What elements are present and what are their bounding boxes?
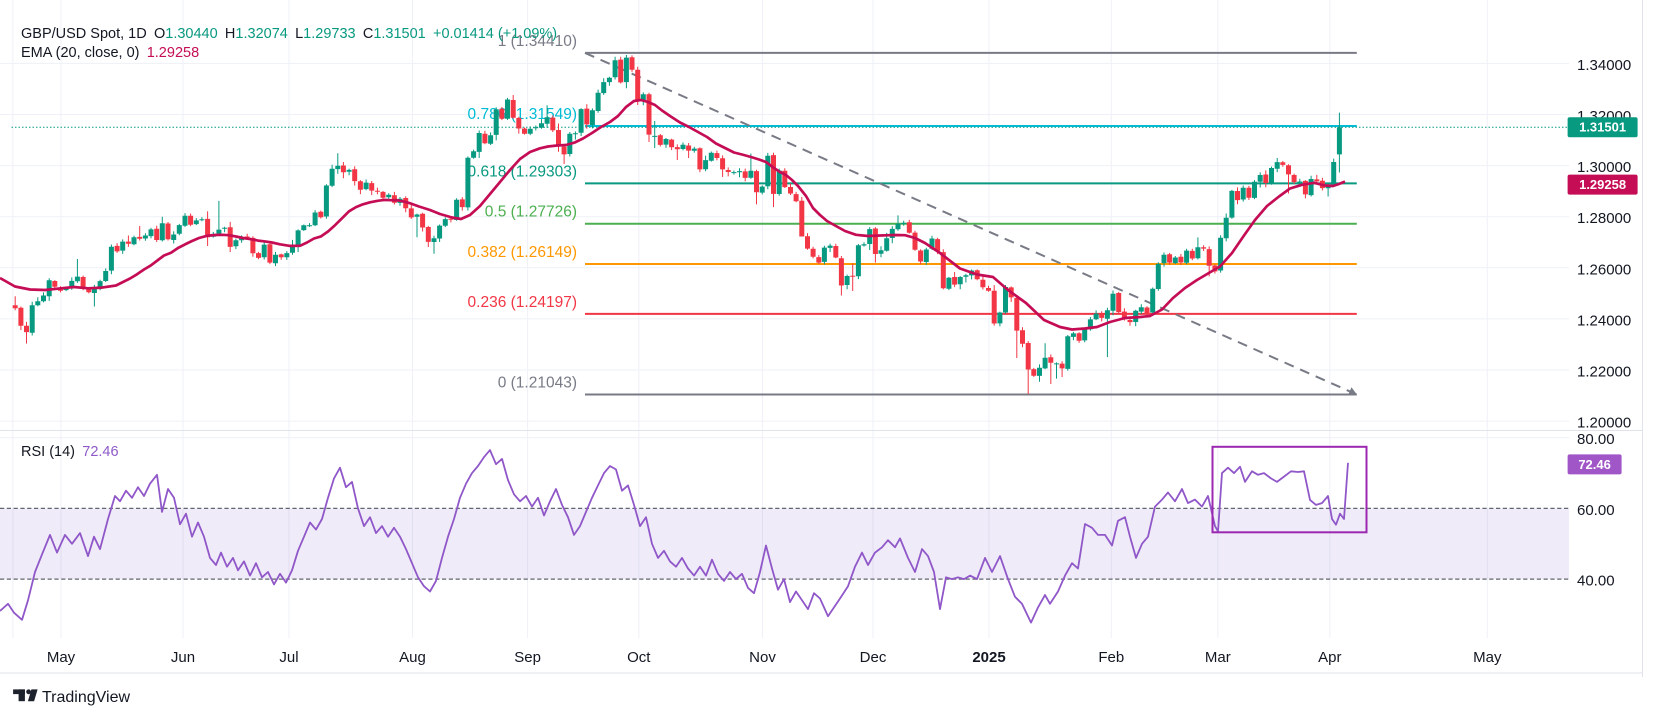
svg-text:1.24000: 1.24000 [1577,312,1631,329]
svg-text:0.382 (1.26149): 0.382 (1.26149) [468,244,577,261]
svg-text:RSI (14) 72.46: RSI (14) 72.46 [21,444,119,460]
svg-text:60.00: 60.00 [1577,502,1615,519]
svg-text:80.00: 80.00 [1577,431,1615,448]
svg-text:Oct: Oct [627,649,651,666]
svg-text:0.5 (1.27726): 0.5 (1.27726) [485,204,577,221]
svg-text:May: May [47,649,76,666]
svg-text:Aug: Aug [399,649,426,666]
svg-text:Apr: Apr [1318,649,1341,666]
svg-text:40.00: 40.00 [1577,573,1615,590]
svg-text:Sep: Sep [514,649,541,666]
svg-text:1.22000: 1.22000 [1577,364,1631,381]
svg-text:1.29258: 1.29258 [1579,177,1626,192]
svg-text:1.26000: 1.26000 [1577,261,1631,278]
svg-text:EMA (20, close, 0) 1.29258: EMA (20, close, 0) 1.29258 [21,45,199,61]
svg-text:0.618 (1.29303): 0.618 (1.29303) [468,163,577,180]
svg-text:1 (1.34410): 1 (1.34410) [498,33,577,50]
svg-text:0.236 (1.24197): 0.236 (1.24197) [468,294,577,311]
svg-text:Dec: Dec [860,649,887,666]
svg-text:May: May [1473,649,1502,666]
svg-text:Jul: Jul [279,649,298,666]
svg-text:1.34000: 1.34000 [1577,57,1631,74]
svg-text:Jun: Jun [171,649,195,666]
svg-text:Feb: Feb [1098,649,1124,666]
svg-text:0 (1.21043): 0 (1.21043) [498,375,577,392]
svg-text:1.28000: 1.28000 [1577,210,1631,227]
svg-text:1.20000: 1.20000 [1577,415,1631,432]
svg-text:1.31501: 1.31501 [1579,120,1626,135]
svg-text:72.46: 72.46 [1578,457,1611,472]
svg-text:Nov: Nov [749,649,776,666]
svg-text:1.30000: 1.30000 [1577,159,1631,176]
svg-text:GBP/USD Spot, 1D O1.30440 H1.3: GBP/USD Spot, 1D O1.30440 H1.32074 L1.29… [21,26,557,42]
svg-text:0.786 (1.31549): 0.786 (1.31549) [468,106,577,123]
svg-text:TradingView: TradingView [42,689,130,706]
svg-text:Mar: Mar [1205,649,1231,666]
svg-text:2025: 2025 [972,649,1005,666]
